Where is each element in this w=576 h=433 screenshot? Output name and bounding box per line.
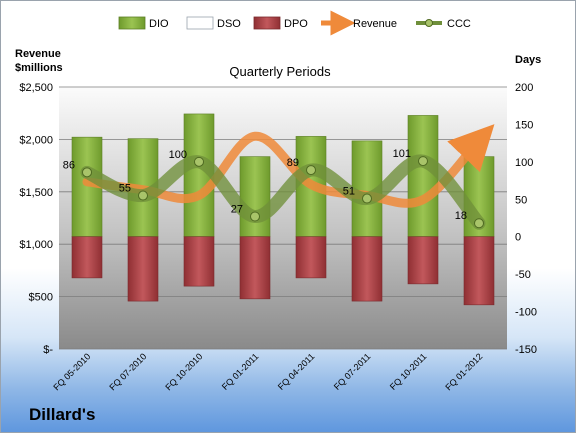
right-tick-label: -50: [515, 269, 531, 281]
ccc-point: [306, 165, 316, 176]
legend-swatch: [253, 16, 281, 30]
right-tick-label: -100: [515, 307, 537, 319]
right-tick-label: 200: [515, 82, 533, 94]
left-tick-label: $1,000: [19, 239, 53, 251]
legend-item-dio: DIO: [118, 16, 169, 30]
dpo-bar: [295, 236, 327, 279]
ccc-point: [82, 167, 92, 178]
x-tick-label: FQ 01-2012: [443, 351, 484, 392]
legend-label: DPO: [284, 18, 308, 30]
ccc-data-label: 100: [169, 149, 187, 161]
legend-item-ccc: CCC: [416, 18, 471, 30]
legend-swatch: [118, 16, 146, 30]
legend-item-dso: DSO: [186, 16, 241, 30]
company-name: Dillard's: [29, 405, 96, 424]
dpo-bar: [239, 236, 271, 300]
legend-swatch-dot: [425, 19, 433, 27]
ccc-data-label: 86: [63, 159, 75, 171]
ccc-point: [250, 211, 260, 222]
right-tick-label: 0: [515, 232, 521, 244]
x-tick-label: FQ 10-2011: [388, 351, 429, 392]
x-tick-label: FQ 05-2010: [51, 351, 92, 392]
left-tick-label: $1,500: [19, 187, 53, 199]
ccc-point: [194, 156, 204, 167]
chart-title: Quarterly Periods: [229, 64, 331, 79]
ccc-data-label: 27: [231, 204, 243, 216]
left-axis-title: $millions: [15, 62, 63, 74]
dpo-bar: [127, 236, 159, 302]
ccc-data-label: 51: [343, 186, 355, 198]
ccc-data-label: 18: [455, 210, 467, 222]
legend-label: DSO: [217, 18, 241, 30]
legend-label: DIO: [149, 18, 169, 30]
x-tick-label: FQ 07-2011: [332, 351, 373, 392]
ccc-data-label: 55: [119, 183, 131, 195]
ccc-data-label: 89: [287, 157, 299, 169]
left-tick-label: $-: [43, 344, 53, 356]
legend: DIO DSO DPO Revenue CCC: [118, 10, 471, 36]
dpo-bar: [351, 236, 383, 302]
legend-label: CCC: [447, 18, 471, 30]
legend-swatch: [186, 16, 214, 30]
dpo-bar: [183, 236, 215, 287]
x-tick-label: FQ 10-2010: [163, 351, 204, 392]
right-tick-label: 100: [515, 157, 533, 169]
dpo-bar: [407, 236, 439, 285]
ccc-point: [418, 156, 428, 167]
ccc-point: [138, 190, 148, 201]
legend-item-revenue: Revenue: [321, 10, 397, 36]
right-tick-label: 150: [515, 119, 533, 131]
x-tick-label: FQ 07-2010: [107, 351, 148, 392]
x-tick-label: FQ 04-2011: [276, 351, 317, 392]
x-tick-label: FQ 01-2011: [220, 351, 261, 392]
dpo-bar: [463, 236, 495, 306]
bars: [71, 113, 495, 306]
dio-bar: [239, 156, 271, 238]
legend-item-dpo: DPO: [253, 16, 308, 30]
plot-area: [59, 87, 507, 349]
left-tick-label: $2,500: [19, 82, 53, 94]
left-tick-label: $2,000: [19, 134, 53, 146]
left-tick-label: $500: [29, 292, 53, 304]
ccc-point: [474, 218, 484, 229]
right-tick-label: 50: [515, 194, 527, 206]
right-axis-title: Days: [515, 54, 541, 66]
dpo-bar: [71, 236, 103, 279]
ccc-point: [362, 193, 372, 204]
legend-label: Revenue: [353, 18, 397, 30]
dio-bar: [407, 115, 439, 238]
ccc-data-label: 101: [393, 148, 411, 160]
lines: [80, 124, 495, 230]
data-labels: 86 55 100 27 89 51 101 18: [63, 148, 467, 222]
left-axis-title: Revenue: [15, 48, 61, 60]
right-tick-label: -150: [515, 344, 537, 356]
